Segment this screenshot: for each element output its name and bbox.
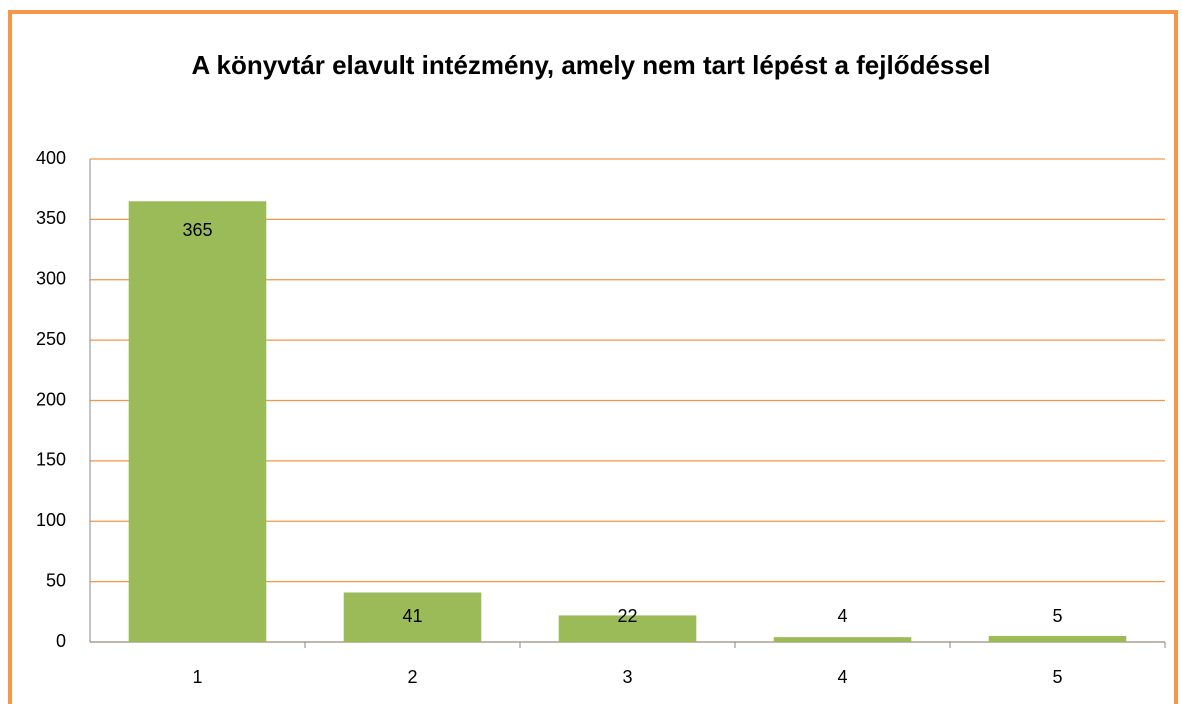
chart-title: A könyvtár elavult intézmény, amely nem … xyxy=(191,50,991,80)
y-tick-label: 100 xyxy=(36,510,66,530)
y-tick-label: 250 xyxy=(36,329,66,349)
x-tick-label: 4 xyxy=(837,667,847,687)
y-tick-label: 300 xyxy=(36,269,66,289)
x-tick-label: 1 xyxy=(192,667,202,687)
x-tick-label: 5 xyxy=(1052,667,1062,687)
bar xyxy=(988,635,1127,642)
y-tick-label: 400 xyxy=(36,148,66,168)
y-tick-label: 0 xyxy=(56,631,66,651)
bar xyxy=(558,615,697,642)
y-tick-label: 150 xyxy=(36,450,66,470)
y-tick-label: 200 xyxy=(36,389,66,409)
data-label: 4 xyxy=(837,606,847,626)
bar xyxy=(128,201,267,642)
y-tick-label: 50 xyxy=(46,570,66,590)
x-tick-label: 2 xyxy=(407,667,417,687)
data-label: 41 xyxy=(402,606,422,626)
data-label: 5 xyxy=(1052,606,1062,626)
bar xyxy=(773,637,912,642)
y-tick-label: 350 xyxy=(36,208,66,228)
x-tick-label: 3 xyxy=(622,667,632,687)
frame-border xyxy=(8,10,1178,704)
data-label: 22 xyxy=(617,606,637,626)
bar xyxy=(343,592,482,642)
data-label: 365 xyxy=(182,220,212,240)
